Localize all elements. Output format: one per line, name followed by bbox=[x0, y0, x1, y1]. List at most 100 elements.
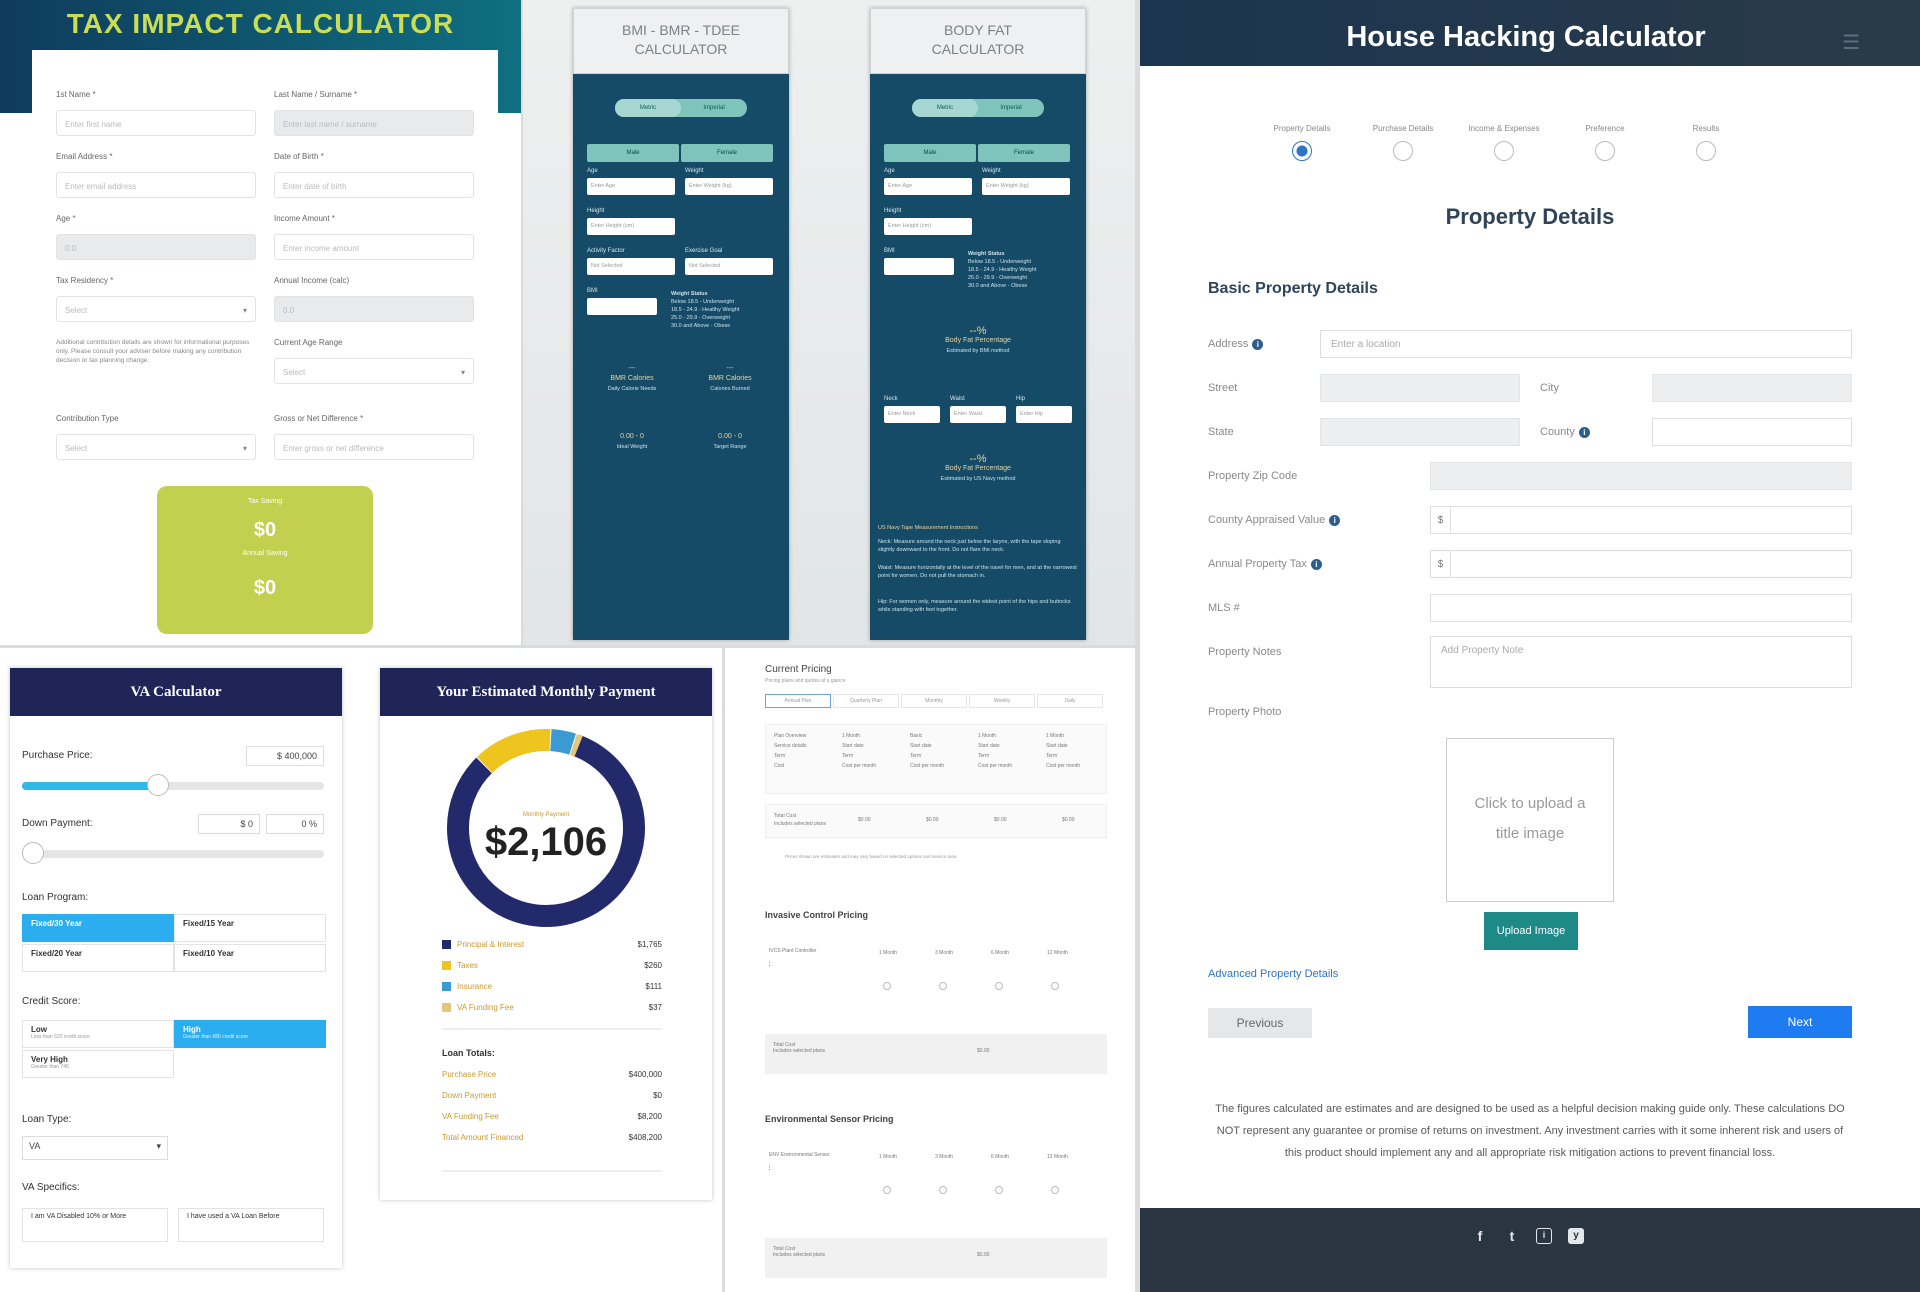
zip-input[interactable] bbox=[1430, 462, 1852, 490]
va-specific-option[interactable]: I am VA Disabled 10% or More bbox=[22, 1208, 168, 1242]
county-input[interactable] bbox=[1652, 418, 1852, 446]
plan-radio[interactable] bbox=[883, 982, 891, 990]
loan-type-select[interactable]: VA ▾ bbox=[22, 1136, 168, 1160]
tax-field-input[interactable]: Enter gross or net difference bbox=[274, 434, 474, 460]
bmi-toggle-metric[interactable]: Metric bbox=[615, 99, 681, 117]
plan-radio[interactable] bbox=[939, 982, 947, 990]
pricing-tab[interactable]: Daily bbox=[1037, 694, 1103, 708]
bodyfat-height-input[interactable]: Enter Height (cm) bbox=[884, 218, 972, 235]
plan-radio[interactable] bbox=[883, 1186, 891, 1194]
tax-field-input[interactable]: Select bbox=[56, 296, 256, 322]
tax-field-input[interactable]: Enter email address bbox=[56, 172, 256, 198]
tax-field-input[interactable]: Enter last name / surname bbox=[274, 110, 474, 136]
loan-program-option[interactable]: Fixed/10 Year bbox=[174, 944, 326, 972]
wizard-step[interactable]: Results bbox=[1646, 124, 1766, 161]
step-radio[interactable] bbox=[1292, 141, 1312, 161]
environmental-sensor-link[interactable]: i bbox=[769, 1164, 771, 1170]
plan-radio[interactable] bbox=[939, 1186, 947, 1194]
bodyfat-weight-input[interactable]: Enter Weight (kg) bbox=[982, 178, 1070, 195]
advanced-property-details-link[interactable]: Advanced Property Details bbox=[1208, 968, 1339, 980]
tax-field-input[interactable]: Enter date of birth bbox=[274, 172, 474, 198]
purchase-price-input[interactable]: $ 400,000 bbox=[246, 746, 324, 766]
plan-radio[interactable] bbox=[995, 1186, 1003, 1194]
down-payment-slider-handle[interactable] bbox=[22, 842, 44, 864]
state-input[interactable] bbox=[1320, 418, 1520, 446]
info-icon[interactable]: i bbox=[1329, 515, 1341, 526]
county-appraised-input[interactable]: $ bbox=[1430, 506, 1852, 534]
bodyfat-age-input[interactable]: Enter Age bbox=[884, 178, 972, 195]
twitter-icon[interactable]: t bbox=[1509, 1228, 1515, 1244]
bodyfat-toggle-imperial[interactable]: Imperial bbox=[1000, 105, 1022, 111]
upload-image-button[interactable]: Upload Image bbox=[1484, 912, 1578, 950]
pricing-tab[interactable]: Monthly bbox=[901, 694, 967, 708]
previous-button[interactable]: Previous bbox=[1208, 1008, 1312, 1038]
bodyfat-waist-input[interactable]: Enter Waist bbox=[950, 406, 1006, 423]
pricing-tab[interactable]: Annual Plan bbox=[765, 694, 831, 708]
bmi-weight-input[interactable]: Enter Weight (kg) bbox=[685, 178, 773, 195]
step-radio[interactable] bbox=[1696, 141, 1716, 161]
info-icon[interactable]: i bbox=[1578, 427, 1590, 438]
street-input[interactable] bbox=[1320, 374, 1520, 402]
bmi-age-label: Age bbox=[587, 168, 598, 174]
city-input[interactable] bbox=[1652, 374, 1852, 402]
tax-field-input[interactable]: Enter first name bbox=[56, 110, 256, 136]
tax-field-input[interactable]: Select bbox=[274, 358, 474, 384]
credit-score-option[interactable]: Low Less than 620 credit score bbox=[22, 1020, 174, 1048]
bmi-unit-toggle[interactable]: Metric Imperial bbox=[615, 99, 747, 117]
mls-input[interactable] bbox=[1430, 594, 1852, 622]
instagram-icon[interactable]: i bbox=[1536, 1228, 1552, 1244]
wizard-step[interactable]: Purchase Details bbox=[1343, 124, 1463, 161]
down-payment-percent-input[interactable]: 0 % bbox=[266, 814, 324, 834]
bodyfat-toggle-metric[interactable]: Metric bbox=[912, 99, 978, 117]
tax-field-input[interactable]: 0.0 bbox=[274, 296, 474, 322]
wizard-step[interactable]: Property Details bbox=[1242, 124, 1362, 161]
bmi-toggle-imperial[interactable]: Imperial bbox=[703, 105, 725, 111]
invasive-control-link[interactable]: i bbox=[769, 960, 771, 966]
next-button[interactable]: Next bbox=[1748, 1006, 1852, 1038]
step-radio[interactable] bbox=[1595, 141, 1615, 161]
image-upload-dropzone[interactable]: Click to upload a title image bbox=[1446, 738, 1614, 902]
tax-field-input[interactable]: Enter income amount bbox=[274, 234, 474, 260]
bmi-tab-male[interactable]: Male bbox=[587, 144, 679, 162]
tax-field-input[interactable]: Select bbox=[56, 434, 256, 460]
info-icon[interactable]: i bbox=[1310, 559, 1322, 570]
loan-program-option[interactable]: Fixed/30 Year bbox=[22, 914, 174, 942]
plan-radio[interactable] bbox=[1051, 982, 1059, 990]
step-radio[interactable] bbox=[1393, 141, 1413, 161]
bodyfat-neck-input[interactable]: Enter Neck bbox=[884, 406, 940, 423]
purchase-price-slider-handle[interactable] bbox=[146, 774, 169, 796]
plan-radio[interactable] bbox=[1051, 1186, 1059, 1194]
plan-radio[interactable] bbox=[995, 982, 1003, 990]
property-notes-textarea[interactable]: Add Property Note bbox=[1430, 636, 1852, 688]
loan-program-option[interactable]: Fixed/15 Year bbox=[174, 914, 326, 942]
annual-tax-input[interactable]: $ bbox=[1430, 550, 1852, 578]
credit-score-option[interactable]: Very High Greater than 740 bbox=[22, 1050, 174, 1078]
pricing-tab[interactable]: Quarterly Plan bbox=[833, 694, 899, 708]
bodyfat-unit-toggle[interactable]: Metric Imperial bbox=[912, 99, 1044, 117]
bmi-activity-select[interactable]: Not Selected bbox=[587, 258, 675, 275]
credit-score-option[interactable]: High Greater than 680 credit score bbox=[174, 1020, 326, 1048]
bodyfat-tab-male[interactable]: Male bbox=[884, 144, 976, 162]
facebook-icon[interactable]: f bbox=[1477, 1228, 1483, 1244]
info-icon[interactable]: i bbox=[1252, 339, 1264, 350]
address-input[interactable]: Enter a location bbox=[1320, 330, 1852, 358]
bodyfat-hip-input[interactable]: Enter Hip bbox=[1016, 406, 1072, 423]
bodyfat-tab-female[interactable]: Female bbox=[978, 144, 1070, 162]
down-payment-amount-input[interactable]: $ 0 bbox=[198, 814, 260, 834]
loan-program-option[interactable]: Fixed/20 Year bbox=[22, 944, 174, 972]
wizard-step[interactable]: Preference bbox=[1545, 124, 1665, 161]
menu-icon[interactable]: ☰ bbox=[1842, 32, 1860, 54]
bmi-age-input[interactable]: Enter Age bbox=[587, 178, 675, 195]
bmi-tab-female[interactable]: Female bbox=[681, 144, 773, 162]
tax-field: Email Address * Enter email address bbox=[56, 152, 256, 198]
step-radio[interactable] bbox=[1494, 141, 1514, 161]
purchase-price-slider[interactable] bbox=[22, 774, 324, 796]
bmi-goal-select[interactable]: Not Selected bbox=[685, 258, 773, 275]
wizard-step[interactable]: Income & Expenses bbox=[1444, 124, 1564, 161]
youtube-icon[interactable]: y bbox=[1568, 1228, 1584, 1244]
bmi-height-input[interactable]: Enter Height (cm) bbox=[587, 218, 675, 235]
va-specific-option[interactable]: I have used a VA Loan Before bbox=[178, 1208, 324, 1242]
pricing-tab[interactable]: Weekly bbox=[969, 694, 1035, 708]
tax-field-input[interactable]: 0.0 bbox=[56, 234, 256, 260]
down-payment-slider[interactable] bbox=[22, 842, 324, 864]
